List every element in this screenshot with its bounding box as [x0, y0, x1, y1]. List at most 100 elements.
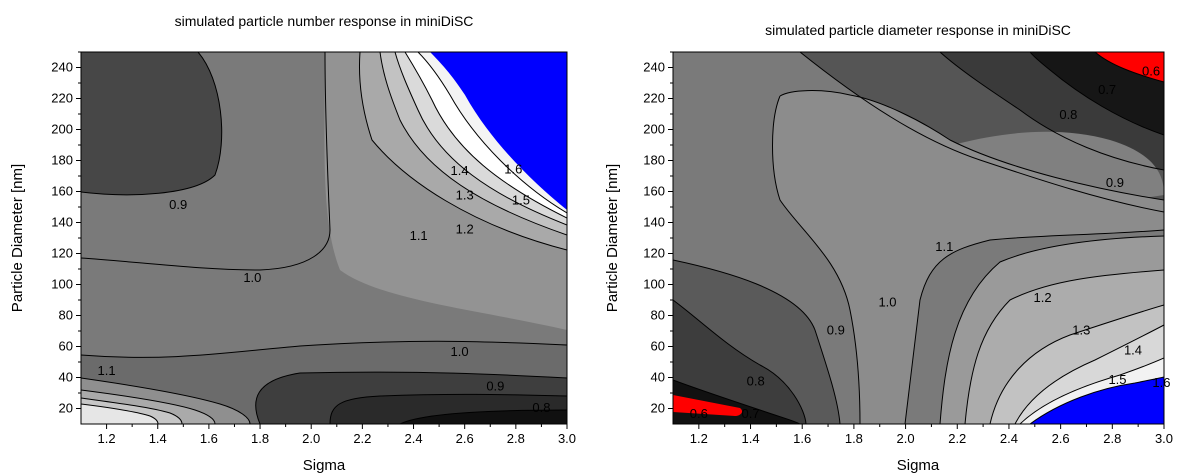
right-contour-label: 1.5 [1108, 372, 1126, 387]
right-contour-line [799, 52, 1164, 213]
right-y-tick-label: 100 [643, 277, 665, 292]
left-y-tick-label: 80 [59, 308, 73, 323]
left-contour-line [81, 340, 567, 358]
left-contour-line [81, 52, 223, 196]
left-x-tick-label: 2.2 [353, 431, 371, 446]
left-y-tick-label: 60 [59, 339, 73, 354]
right-x-tick-label: 2.8 [1103, 431, 1121, 446]
right-contour-label: 1.3 [1072, 322, 1090, 337]
left-x-tick-label: 1.4 [149, 431, 167, 446]
left-y-tick-label: 40 [59, 370, 73, 385]
right-y-tick-label: 20 [651, 401, 665, 416]
left-x-tick-label: 2.4 [404, 431, 422, 446]
left-contour-label: 1.5 [512, 192, 530, 207]
right-contour-line [964, 269, 1164, 424]
right-region-blue [1030, 377, 1164, 424]
left-x-tick-label: 1.8 [251, 431, 269, 446]
left-y-tick-label: 20 [59, 401, 73, 416]
right-contour-label: 1.4 [1124, 343, 1142, 358]
right-contour-line [904, 229, 1164, 424]
left-contour-label: 1.0 [451, 344, 469, 359]
right-y-tick-label: 220 [643, 91, 665, 106]
right-contour-labels: 0.6 0.7 0.8 0.9 1.0 1.1 1.2 1.3 1.4 1.5 1.6 0.9 0.8 0… [690, 64, 1171, 422]
right-contour-label: 1.2 [1034, 290, 1052, 305]
left-contour-label: 1.3 [456, 188, 474, 203]
right-x-axis-label: Sigma [897, 457, 940, 474]
right-y-tick-label: 40 [651, 370, 665, 385]
right-region-1-1-upper [772, 90, 1164, 424]
left-contour-line [379, 52, 567, 236]
right-contour-lines [673, 52, 1164, 424]
left-contour-label: 1.1 [410, 228, 428, 243]
left-contour-fill [81, 52, 567, 424]
right-y-tick-label: 200 [643, 122, 665, 137]
right-axes: 1.2 1.4 1.6 1.8 2.0 2.2 2.4 2.6 2.8 3.0 20 40 60 80 10… [643, 51, 1173, 446]
left-contour-line [399, 409, 567, 424]
right-x-tick-label: 2.6 [1052, 431, 1070, 446]
left-contour-line [417, 52, 567, 214]
right-contour-line [779, 90, 1164, 201]
right-contour-label: 0.9 [827, 322, 845, 337]
right-contour-label: 1.1 [935, 239, 953, 254]
right-region-red-left [673, 395, 743, 416]
left-y-tick-label: 100 [51, 277, 73, 292]
left-region-0-9-top [81, 52, 222, 195]
right-y-tick-label: 60 [651, 339, 665, 354]
right-region-red-top [1095, 52, 1164, 82]
left-contour-line [359, 52, 567, 251]
right-y-axis-label: Particle Diameter [nm] [604, 164, 621, 312]
right-y-tick-label: 180 [643, 153, 665, 168]
left-chart: simulated particle number response in mi… [9, 13, 576, 474]
left-contour-line [81, 52, 331, 271]
left-y-tick-label: 140 [51, 215, 73, 230]
left-axes: 1.2 1.4 1.6 1.8 2.0 2.2 2.4 2.6 2.8 3.0 20 40 60 80 10… [51, 51, 576, 446]
right-contour-label: 0.9 [1106, 175, 1124, 190]
right-x-tick-label: 1.2 [690, 431, 708, 446]
left-contour-line [255, 371, 567, 424]
right-y-tick-label: 160 [643, 184, 665, 199]
right-chart-title: simulated particle diameter response in … [765, 22, 1071, 38]
right-x-tick-label: 1.6 [793, 431, 811, 446]
right-contour-label: 1.0 [878, 295, 896, 310]
right-contour-label: 0.7 [741, 406, 759, 421]
left-contour-lines [81, 52, 567, 424]
left-contour-label: 1.6 [504, 161, 522, 176]
right-contour-line [673, 259, 841, 424]
left-chart-title: simulated particle number response in mi… [175, 13, 474, 29]
right-contour-label: 0.8 [1059, 107, 1077, 122]
left-contour-label: 1.1 [98, 363, 116, 378]
left-contour-label: 0.9 [486, 378, 504, 393]
right-contour-line [1019, 357, 1164, 424]
left-region-1-4-low [81, 404, 158, 424]
right-y-tick-label: 120 [643, 246, 665, 261]
left-x-tick-label: 1.2 [98, 431, 116, 446]
right-contour-label: 0.6 [1142, 64, 1160, 79]
right-x-tick-label: 2.0 [897, 431, 915, 446]
left-y-tick-label: 220 [51, 91, 73, 106]
left-x-tick-label: 2.0 [302, 431, 320, 446]
left-y-tick-label: 200 [51, 122, 73, 137]
left-region-blue [430, 52, 567, 210]
right-contour-line [939, 235, 1164, 424]
left-contour-line [81, 403, 159, 424]
right-chart: simulated particle diameter response in … [604, 22, 1173, 474]
right-x-tick-label: 1.4 [741, 431, 759, 446]
right-contour-line [673, 379, 801, 424]
left-y-axis-label: Particle Diameter [nm] [9, 164, 26, 312]
left-x-tick-label: 3.0 [558, 431, 576, 446]
left-y-tick-label: 120 [51, 246, 73, 261]
right-contour-line [673, 299, 807, 424]
left-x-tick-label: 2.6 [456, 431, 474, 446]
left-contour-line [81, 397, 183, 424]
right-contour-label: 0.8 [747, 374, 765, 389]
left-contour-label: 0.8 [532, 400, 550, 415]
left-contour-labels: 0.9 1.0 1.1 1.1 1.2 1.3 1.4 1.5 1.6 1.0 0.9 0.8 [98, 161, 551, 415]
left-x-axis-label: Sigma [303, 457, 346, 474]
right-contour-line [1014, 324, 1164, 424]
left-contour-line [404, 52, 567, 219]
left-contour-label: 1.0 [243, 270, 261, 285]
left-contour-line [329, 393, 567, 424]
right-contour-label: 0.6 [690, 406, 708, 421]
right-y-tick-label: 80 [651, 308, 665, 323]
